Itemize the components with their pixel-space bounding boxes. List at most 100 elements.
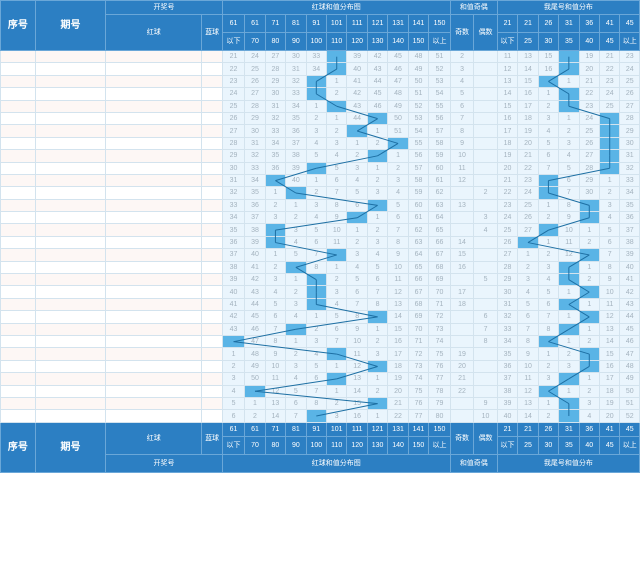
- tail-miss-cell: 2: [537, 359, 560, 374]
- row-index: [0, 62, 36, 76]
- row-red-numbers: [105, 334, 203, 349]
- sum-miss-cell: 4: [285, 235, 307, 250]
- header-tail-dist: 我尾号和值分布: [496, 453, 640, 473]
- sum-miss-cell: 2: [326, 87, 348, 101]
- row-period: [34, 87, 107, 101]
- draw-row: 42 45 6 4 1 5 8 14 69 72 6 32 6 7 1 12 44: [0, 310, 640, 324]
- row-red-numbers: [105, 384, 203, 398]
- sum-miss-cell: 5: [285, 248, 307, 262]
- sum-miss-cell: 64: [428, 211, 451, 225]
- row-blue-number: [201, 334, 223, 349]
- even-miss: 3: [473, 211, 498, 225]
- draw-row: 32 35 1 2 7 5 3 4 59 62 2 22 24 7 30 2 34: [0, 186, 640, 200]
- tail-miss-cell: 9: [598, 273, 621, 287]
- odd-mark: [449, 273, 475, 287]
- header-red: 红球: [105, 14, 203, 51]
- tail-bin-top: 21: [496, 14, 519, 33]
- tail-miss-cell: 18: [517, 111, 539, 126]
- tail-bin-top: 36: [578, 421, 601, 437]
- tail-miss-cell: 41: [619, 273, 640, 287]
- row-index: [0, 260, 36, 275]
- row-blue-number: [201, 248, 223, 262]
- sum-miss-cell: 7: [264, 322, 287, 337]
- tail-miss-cell: 11: [496, 49, 519, 64]
- sum-bin-bottom: 140: [387, 32, 409, 51]
- tail-miss-cell: 32: [619, 161, 640, 175]
- tail-miss-cell: 23: [578, 99, 601, 113]
- row-index: [0, 161, 36, 175]
- sum-miss-cell: 4: [221, 384, 246, 398]
- row-index: [0, 87, 36, 101]
- tail-miss-cell: 1: [558, 334, 580, 349]
- sum-miss-cell: 13: [264, 396, 287, 411]
- tail-miss-cell: 1: [578, 260, 601, 275]
- header-parity: 和值奇偶: [449, 0, 498, 15]
- even-mark: [473, 99, 498, 113]
- sum-bin-top: 61: [221, 14, 246, 33]
- row-red-numbers: [105, 260, 203, 275]
- sum-miss-cell: 11: [387, 273, 409, 287]
- odd-mark: [449, 334, 475, 349]
- even-mark: [473, 384, 498, 398]
- sum-miss-cell: 38: [244, 223, 266, 237]
- sum-miss-cell: 29: [244, 111, 266, 126]
- tail-miss-cell: 32: [496, 310, 519, 324]
- sum-miss-cell: 45: [366, 87, 389, 101]
- sum-miss-cell: 1: [244, 396, 266, 411]
- tail-miss-cell: 25: [517, 198, 539, 213]
- sum-miss-cell: 9: [346, 322, 368, 337]
- sum-miss-cell: 25: [244, 62, 266, 76]
- tail-bin-bottom: 40: [578, 435, 601, 455]
- tail-miss-cell: 10: [558, 223, 580, 237]
- tail-miss-cell: 6: [517, 310, 539, 324]
- tail-bin-bottom: 30: [537, 32, 560, 51]
- row-index: [0, 186, 36, 200]
- sum-miss-cell: 13: [346, 372, 368, 386]
- draw-row: 22 25 28 31 34 40 43 46 49 52 3 12 14 16 20 22 24: [0, 62, 640, 76]
- row-period: [34, 322, 107, 337]
- row-red-numbers: [105, 211, 203, 225]
- row-period: [34, 173, 107, 188]
- sum-miss-cell: 76: [407, 396, 430, 411]
- odd-miss: 12: [449, 173, 475, 188]
- sum-miss-cell: 66: [407, 273, 430, 287]
- sum-bin-bottom: 100: [305, 32, 328, 51]
- tail-bin-top: 45: [619, 421, 640, 437]
- odd-miss: 4: [449, 74, 475, 89]
- tail-miss-cell: 1: [578, 372, 601, 386]
- sum-miss-cell: 4: [285, 372, 307, 386]
- tail-miss-cell: 38: [619, 235, 640, 250]
- sum-miss-cell: 1: [285, 273, 307, 287]
- tail-miss-cell: 15: [496, 99, 519, 113]
- row-red-numbers: [105, 87, 203, 101]
- draw-row: 28 31 34 37 4 3 1 2 55 58 9 18 20 5 3 26 30: [0, 136, 640, 151]
- tail-miss-cell: 13: [598, 322, 621, 337]
- header-odd: 奇数: [449, 14, 475, 51]
- sum-miss-cell: 35: [244, 186, 266, 200]
- row-blue-number: [201, 111, 223, 126]
- tail-hit-cell: [558, 322, 580, 337]
- sum-miss-cell: 3: [366, 186, 389, 200]
- tail-miss-cell: 20: [598, 409, 621, 423]
- tail-miss-cell: 13: [496, 74, 519, 89]
- row-red-numbers: [105, 111, 203, 126]
- sum-miss-cell: 58: [407, 173, 430, 188]
- sum-miss-cell: 31: [244, 136, 266, 151]
- sum-miss-cell: 68: [428, 260, 451, 275]
- row-red-numbers: [105, 161, 203, 175]
- row-period: [34, 149, 107, 163]
- sum-miss-cell: 1: [285, 198, 307, 213]
- row-index: [0, 198, 36, 213]
- header-period: 期号: [34, 421, 107, 473]
- row-red-numbers: [105, 409, 203, 423]
- sum-bin-bottom: 80: [264, 32, 287, 51]
- row-blue-number: [201, 372, 223, 386]
- tail-miss-cell: 1: [578, 322, 601, 337]
- sum-miss-cell: 32: [221, 186, 246, 200]
- sum-miss-cell: 8: [387, 235, 409, 250]
- sum-miss-cell: 7: [305, 248, 328, 262]
- tail-hit-cell: [517, 235, 539, 250]
- sum-hit-cell: [244, 384, 266, 398]
- row-red-numbers: [105, 173, 203, 188]
- sum-miss-cell: 20: [387, 384, 409, 398]
